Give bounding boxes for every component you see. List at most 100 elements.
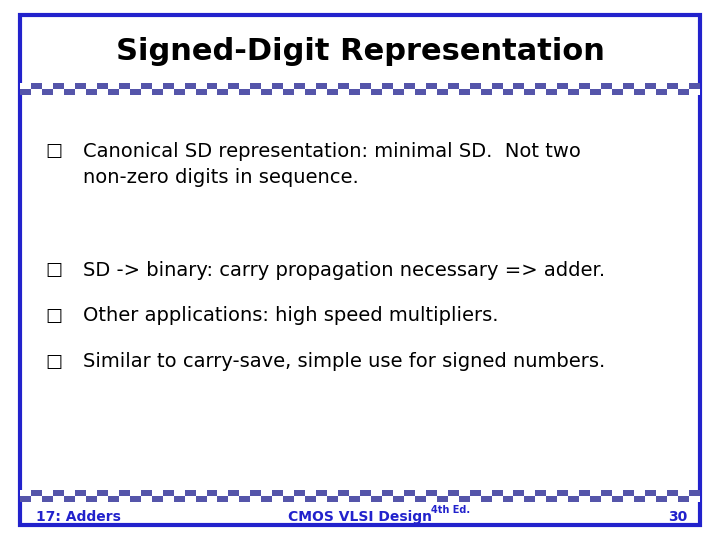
Bar — [415, 89, 426, 95]
Text: SD -> binary: carry propagation necessary => adder.: SD -> binary: carry propagation necessar… — [83, 260, 605, 280]
Bar — [437, 89, 448, 95]
Bar — [448, 89, 459, 95]
Text: Similar to carry-save, simple use for signed numbers.: Similar to carry-save, simple use for si… — [83, 352, 605, 372]
Bar — [689, 89, 700, 95]
Bar — [75, 496, 86, 502]
Bar — [448, 83, 459, 89]
Bar — [228, 490, 240, 496]
Bar — [305, 89, 316, 95]
Text: Other applications: high speed multipliers.: Other applications: high speed multiplie… — [83, 306, 498, 326]
Bar — [349, 496, 360, 502]
Bar — [492, 89, 503, 95]
Bar — [689, 83, 700, 89]
Bar — [42, 496, 53, 502]
Bar — [31, 83, 42, 89]
Bar — [568, 89, 580, 95]
Bar — [623, 490, 634, 496]
Bar — [513, 89, 524, 95]
Bar — [327, 496, 338, 502]
Bar — [404, 89, 415, 95]
Bar — [524, 496, 536, 502]
Bar — [217, 490, 228, 496]
Bar — [492, 496, 503, 502]
Bar — [327, 83, 338, 89]
Bar — [338, 490, 349, 496]
Bar — [469, 83, 480, 89]
Bar — [678, 496, 689, 502]
Bar — [634, 83, 645, 89]
Text: 30: 30 — [668, 510, 688, 524]
Bar — [283, 490, 294, 496]
Bar — [75, 490, 86, 496]
Bar — [163, 83, 174, 89]
Bar — [217, 496, 228, 502]
Text: □: □ — [45, 353, 63, 371]
Bar — [382, 89, 393, 95]
Bar — [426, 490, 437, 496]
Bar — [119, 496, 130, 502]
Bar — [327, 89, 338, 95]
Bar — [546, 490, 557, 496]
Bar — [196, 89, 207, 95]
Bar — [316, 490, 327, 496]
Bar — [196, 83, 207, 89]
Bar — [557, 83, 568, 89]
Text: 17: Adders: 17: Adders — [36, 510, 121, 524]
Bar — [437, 496, 448, 502]
Bar — [448, 490, 459, 496]
Bar — [568, 490, 580, 496]
Bar — [536, 89, 546, 95]
Bar — [667, 83, 678, 89]
Bar — [459, 490, 469, 496]
Bar — [283, 89, 294, 95]
Bar — [108, 490, 119, 496]
Bar — [590, 490, 601, 496]
Bar — [31, 496, 42, 502]
Bar — [426, 89, 437, 95]
Bar — [97, 496, 108, 502]
Bar — [184, 83, 196, 89]
Bar — [393, 89, 404, 95]
Bar — [119, 83, 130, 89]
Bar — [207, 83, 217, 89]
Bar — [459, 89, 469, 95]
Bar — [678, 490, 689, 496]
Bar — [130, 490, 140, 496]
Bar — [557, 490, 568, 496]
Bar — [393, 490, 404, 496]
Bar — [678, 83, 689, 89]
Bar — [524, 490, 536, 496]
Bar — [524, 83, 536, 89]
Bar — [53, 83, 64, 89]
Bar — [645, 83, 656, 89]
Bar — [568, 83, 580, 89]
Bar — [316, 89, 327, 95]
Bar — [119, 89, 130, 95]
Bar — [64, 496, 75, 502]
Bar — [503, 83, 513, 89]
Bar — [459, 83, 469, 89]
Bar — [513, 83, 524, 89]
Bar — [86, 83, 97, 89]
Bar — [667, 490, 678, 496]
Bar — [97, 83, 108, 89]
Bar — [634, 89, 645, 95]
Bar — [689, 490, 700, 496]
Bar — [31, 490, 42, 496]
Bar — [360, 89, 371, 95]
Bar — [294, 89, 305, 95]
Bar — [426, 496, 437, 502]
Bar — [261, 496, 272, 502]
Bar — [130, 89, 140, 95]
Bar — [64, 490, 75, 496]
Bar — [469, 490, 480, 496]
Bar — [240, 89, 251, 95]
Bar — [437, 83, 448, 89]
Bar — [163, 89, 174, 95]
Bar — [240, 496, 251, 502]
Bar — [152, 83, 163, 89]
Bar — [612, 490, 623, 496]
Bar — [305, 496, 316, 502]
Bar — [382, 496, 393, 502]
Bar — [480, 490, 492, 496]
